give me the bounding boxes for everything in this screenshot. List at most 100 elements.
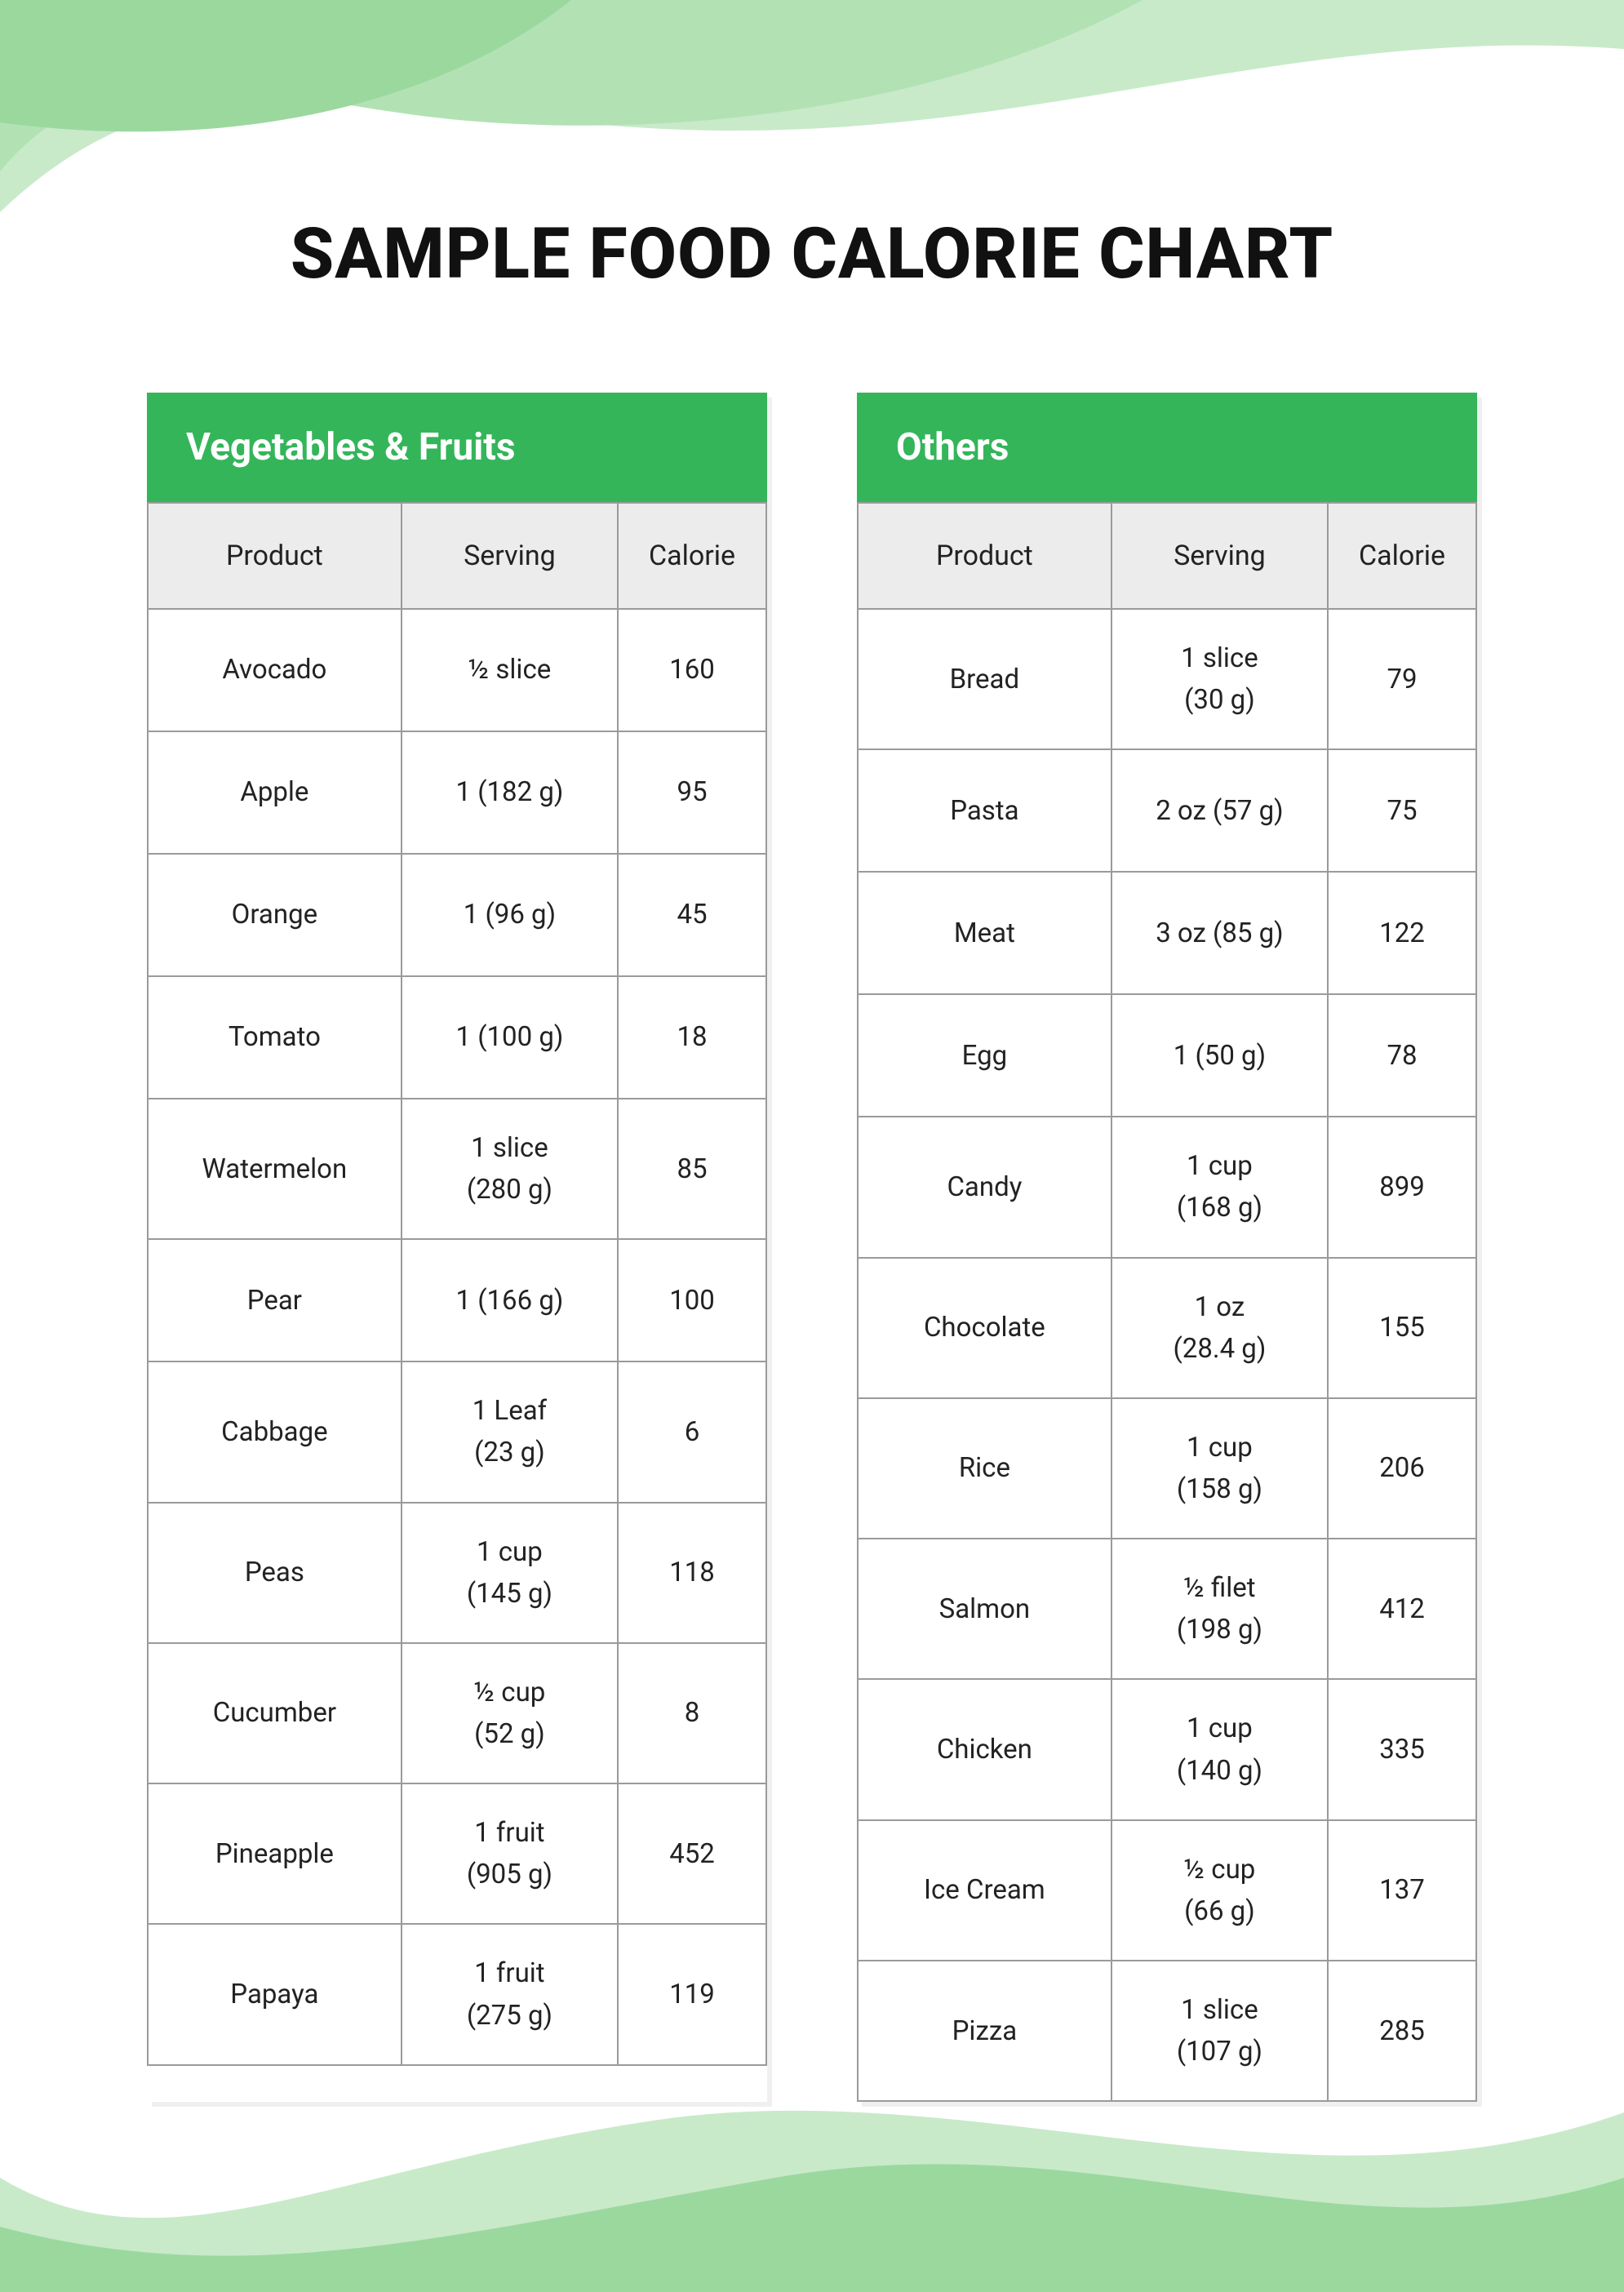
cell-serving: 2 oz (57 g) <box>1112 749 1328 872</box>
table-row: Egg1 (50 g)78 <box>858 994 1476 1117</box>
table-row: Meat3 oz (85 g)122 <box>858 872 1476 994</box>
table-body: Avocado½ slice160Apple1 (182 g)95Orange1… <box>148 609 766 2065</box>
cell-product: Meat <box>858 872 1112 994</box>
col-header-calorie: Calorie <box>618 503 766 609</box>
cell-serving: 1 cup(168 g) <box>1112 1117 1328 1257</box>
cell-calorie: 160 <box>618 609 766 731</box>
table-body: Bread1 slice(30 g)79Pasta2 oz (57 g)75Me… <box>858 609 1476 2101</box>
cell-serving: ½ filet(198 g) <box>1112 1539 1328 1679</box>
cell-serving: 1 fruit(905 g) <box>402 1783 618 1924</box>
page-title: SAMPLE FOOD CALORIE CHART <box>147 212 1477 295</box>
col-header-calorie: Calorie <box>1328 503 1476 609</box>
cell-calorie: 45 <box>618 854 766 976</box>
cell-serving: 3 oz (85 g) <box>1112 872 1328 994</box>
cell-calorie: 412 <box>1328 1539 1476 1679</box>
cell-product: Pineapple <box>148 1783 402 1924</box>
cell-calorie: 899 <box>1328 1117 1476 1257</box>
table-row: Salmon½ filet(198 g)412 <box>858 1539 1476 1679</box>
table-row: Bread1 slice(30 g)79 <box>858 609 1476 749</box>
cell-serving: 1 (182 g) <box>402 731 618 854</box>
page-content: SAMPLE FOOD CALORIE CHART Vegetables & F… <box>0 0 1624 2102</box>
table-row: Pear1 (166 g)100 <box>148 1239 766 1361</box>
table-title: Vegetables & Fruits <box>147 393 767 502</box>
table-row: Apple1 (182 g)95 <box>148 731 766 854</box>
col-header-serving: Serving <box>402 503 618 609</box>
cell-calorie: 95 <box>618 731 766 854</box>
col-header-serving: Serving <box>1112 503 1328 609</box>
cell-calorie: 122 <box>1328 872 1476 994</box>
table-others: Others Product Serving Calorie Bread1 sl… <box>857 393 1477 2102</box>
cell-serving: 1 slice(107 g) <box>1112 1961 1328 2101</box>
table-row: Cucumber½ cup(52 g)8 <box>148 1643 766 1783</box>
cell-serving: 1 cup(158 g) <box>1112 1398 1328 1539</box>
cell-calorie: 85 <box>618 1099 766 1239</box>
table-row: Orange1 (96 g)45 <box>148 854 766 976</box>
cell-product: Salmon <box>858 1539 1112 1679</box>
cell-product: Chicken <box>858 1679 1112 1819</box>
cell-calorie: 18 <box>618 976 766 1099</box>
table-row: Tomato1 (100 g)18 <box>148 976 766 1099</box>
cell-serving: 1 Leaf(23 g) <box>402 1361 618 1502</box>
cell-serving: 1 oz(28.4 g) <box>1112 1258 1328 1398</box>
cell-serving: 1 cup(145 g) <box>402 1503 618 1643</box>
cell-calorie: 118 <box>618 1503 766 1643</box>
cell-calorie: 137 <box>1328 1820 1476 1961</box>
cell-calorie: 75 <box>1328 749 1476 872</box>
tables-container: Vegetables & Fruits Product Serving Calo… <box>147 393 1477 2102</box>
cell-product: Tomato <box>148 976 402 1099</box>
cell-product: Pear <box>148 1239 402 1361</box>
table-row: Pineapple1 fruit(905 g)452 <box>148 1783 766 1924</box>
table-vegetables-fruits: Vegetables & Fruits Product Serving Calo… <box>147 393 767 2102</box>
cell-product: Bread <box>858 609 1112 749</box>
cell-serving: 1 slice(280 g) <box>402 1099 618 1239</box>
cell-calorie: 100 <box>618 1239 766 1361</box>
cell-serving: 1 fruit(275 g) <box>402 1924 618 2064</box>
cell-serving: 1 slice(30 g) <box>1112 609 1328 749</box>
calorie-table: Product Serving Calorie Bread1 slice(30 … <box>857 502 1477 2102</box>
cell-calorie: 206 <box>1328 1398 1476 1539</box>
cell-product: Peas <box>148 1503 402 1643</box>
cell-serving: ½ cup(52 g) <box>402 1643 618 1783</box>
cell-calorie: 119 <box>618 1924 766 2064</box>
table-row: Cabbage1 Leaf(23 g)6 <box>148 1361 766 1502</box>
calorie-table: Product Serving Calorie Avocado½ slice16… <box>147 502 767 2066</box>
cell-product: Pasta <box>858 749 1112 872</box>
cell-product: Ice Cream <box>858 1820 1112 1961</box>
cell-product: Pizza <box>858 1961 1112 2101</box>
cell-product: Rice <box>858 1398 1112 1539</box>
cell-product: Cucumber <box>148 1643 402 1783</box>
table-row: Pizza1 slice(107 g)285 <box>858 1961 1476 2101</box>
cell-product: Egg <box>858 994 1112 1117</box>
table-row: Papaya1 fruit(275 g)119 <box>148 1924 766 2064</box>
cell-calorie: 285 <box>1328 1961 1476 2101</box>
table-row: Chicken1 cup(140 g)335 <box>858 1679 1476 1819</box>
table-row: Ice Cream½ cup(66 g)137 <box>858 1820 1476 1961</box>
cell-product: Chocolate <box>858 1258 1112 1398</box>
cell-calorie: 78 <box>1328 994 1476 1117</box>
cell-calorie: 335 <box>1328 1679 1476 1819</box>
cell-product: Apple <box>148 731 402 854</box>
cell-serving: 1 (50 g) <box>1112 994 1328 1117</box>
table-row: Chocolate1 oz(28.4 g)155 <box>858 1258 1476 1398</box>
table-row: Pasta2 oz (57 g)75 <box>858 749 1476 872</box>
cell-product: Orange <box>148 854 402 976</box>
cell-serving: ½ slice <box>402 609 618 731</box>
table-row: Peas1 cup(145 g)118 <box>148 1503 766 1643</box>
cell-calorie: 8 <box>618 1643 766 1783</box>
col-header-product: Product <box>148 503 402 609</box>
table-row: Candy1 cup(168 g)899 <box>858 1117 1476 1257</box>
cell-calorie: 452 <box>618 1783 766 1924</box>
col-header-product: Product <box>858 503 1112 609</box>
cell-product: Candy <box>858 1117 1112 1257</box>
table-title: Others <box>857 393 1477 502</box>
cell-product: Watermelon <box>148 1099 402 1239</box>
cell-calorie: 79 <box>1328 609 1476 749</box>
cell-product: Cabbage <box>148 1361 402 1502</box>
cell-calorie: 6 <box>618 1361 766 1502</box>
cell-product: Avocado <box>148 609 402 731</box>
table-row: Watermelon1 slice(280 g)85 <box>148 1099 766 1239</box>
cell-serving: 1 (100 g) <box>402 976 618 1099</box>
table-header-row: Product Serving Calorie <box>148 503 766 609</box>
cell-calorie: 155 <box>1328 1258 1476 1398</box>
cell-serving: 1 (166 g) <box>402 1239 618 1361</box>
